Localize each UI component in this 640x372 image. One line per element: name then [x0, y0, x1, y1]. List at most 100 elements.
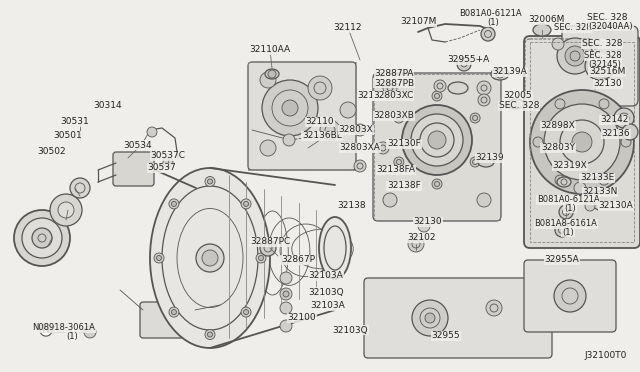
Text: 32138: 32138: [338, 202, 366, 211]
Circle shape: [555, 175, 565, 185]
Text: 32803XB: 32803XB: [374, 112, 415, 121]
Circle shape: [354, 124, 366, 136]
Circle shape: [457, 57, 471, 71]
Circle shape: [599, 175, 609, 185]
Text: 32107M: 32107M: [400, 17, 436, 26]
Ellipse shape: [585, 52, 615, 80]
Text: 30314: 30314: [93, 100, 122, 109]
Text: 30534: 30534: [124, 141, 152, 150]
Circle shape: [530, 90, 634, 194]
Text: B081A0-6121A: B081A0-6121A: [537, 196, 599, 205]
Text: 32803XA: 32803XA: [340, 144, 380, 153]
Text: (1): (1): [562, 228, 574, 237]
Text: 32136BE: 32136BE: [302, 131, 342, 141]
FancyBboxPatch shape: [524, 260, 616, 332]
Circle shape: [256, 253, 266, 263]
Ellipse shape: [411, 114, 463, 166]
Text: 32887PB: 32887PB: [374, 78, 414, 87]
Circle shape: [70, 178, 90, 198]
Circle shape: [260, 140, 276, 156]
Text: 32898X: 32898X: [541, 122, 575, 131]
Circle shape: [486, 300, 502, 316]
Text: SEC. 328: SEC. 328: [584, 51, 622, 61]
FancyBboxPatch shape: [140, 302, 198, 338]
Ellipse shape: [196, 244, 224, 272]
Circle shape: [280, 272, 292, 284]
Text: 32955A: 32955A: [545, 256, 579, 264]
Circle shape: [383, 81, 397, 95]
Circle shape: [320, 120, 340, 140]
FancyBboxPatch shape: [113, 152, 154, 186]
Circle shape: [58, 202, 74, 218]
Text: 32138FA: 32138FA: [376, 166, 415, 174]
Text: 30537: 30537: [148, 164, 177, 173]
Circle shape: [533, 137, 543, 147]
Circle shape: [172, 310, 177, 315]
Text: N: N: [42, 325, 50, 335]
Text: (1): (1): [564, 203, 576, 212]
Circle shape: [425, 313, 435, 323]
Text: 32006M: 32006M: [528, 16, 564, 25]
Text: 32867P: 32867P: [281, 256, 315, 264]
Circle shape: [280, 320, 292, 332]
Text: 30537C: 30537C: [150, 151, 186, 160]
Circle shape: [408, 236, 424, 252]
Circle shape: [84, 326, 96, 338]
Circle shape: [308, 76, 332, 100]
Text: (32145): (32145): [589, 60, 621, 68]
Circle shape: [614, 108, 634, 128]
Circle shape: [241, 199, 251, 209]
Circle shape: [432, 179, 442, 189]
Circle shape: [354, 160, 366, 172]
Circle shape: [599, 99, 609, 109]
Bar: [530, 42, 634, 242]
Text: 32133N: 32133N: [582, 187, 618, 196]
Circle shape: [283, 134, 295, 146]
Circle shape: [574, 182, 586, 194]
Circle shape: [565, 46, 585, 66]
Ellipse shape: [150, 168, 270, 348]
Circle shape: [259, 256, 264, 260]
Circle shape: [585, 201, 595, 211]
Circle shape: [32, 228, 52, 248]
Circle shape: [50, 194, 82, 226]
Text: 32803XC: 32803XC: [373, 92, 413, 100]
Circle shape: [172, 201, 177, 206]
Text: 32005: 32005: [504, 92, 532, 100]
Circle shape: [572, 132, 592, 152]
Text: 32100: 32100: [288, 314, 316, 323]
FancyBboxPatch shape: [562, 26, 638, 106]
Text: 32955+A: 32955+A: [447, 55, 489, 64]
Circle shape: [622, 124, 638, 140]
Circle shape: [412, 300, 448, 336]
Text: SEC. 328: SEC. 328: [587, 13, 627, 22]
Circle shape: [481, 27, 495, 41]
Text: 32142: 32142: [600, 115, 628, 125]
Ellipse shape: [402, 105, 472, 175]
FancyBboxPatch shape: [524, 36, 640, 248]
Text: SEC. 328: SEC. 328: [554, 23, 592, 32]
FancyBboxPatch shape: [248, 62, 356, 170]
Text: B081A8-6161A: B081A8-6161A: [534, 219, 597, 228]
Text: 32319X: 32319X: [552, 161, 588, 170]
Text: 32110: 32110: [306, 118, 334, 126]
Text: 30502: 30502: [38, 148, 67, 157]
Text: SEC. 328: SEC. 328: [582, 39, 622, 48]
Text: 32516M: 32516M: [589, 67, 625, 77]
Ellipse shape: [265, 69, 279, 79]
Circle shape: [555, 99, 565, 109]
Circle shape: [434, 80, 446, 92]
Text: 32130F: 32130F: [387, 140, 421, 148]
Ellipse shape: [428, 131, 446, 149]
Circle shape: [262, 80, 318, 136]
Circle shape: [394, 113, 404, 123]
Ellipse shape: [533, 24, 551, 36]
Circle shape: [432, 91, 442, 101]
FancyBboxPatch shape: [373, 73, 501, 221]
Text: 32139A: 32139A: [493, 67, 527, 77]
Circle shape: [280, 302, 292, 314]
Circle shape: [477, 81, 491, 95]
Circle shape: [477, 193, 491, 207]
Circle shape: [147, 127, 157, 137]
Circle shape: [169, 199, 179, 209]
